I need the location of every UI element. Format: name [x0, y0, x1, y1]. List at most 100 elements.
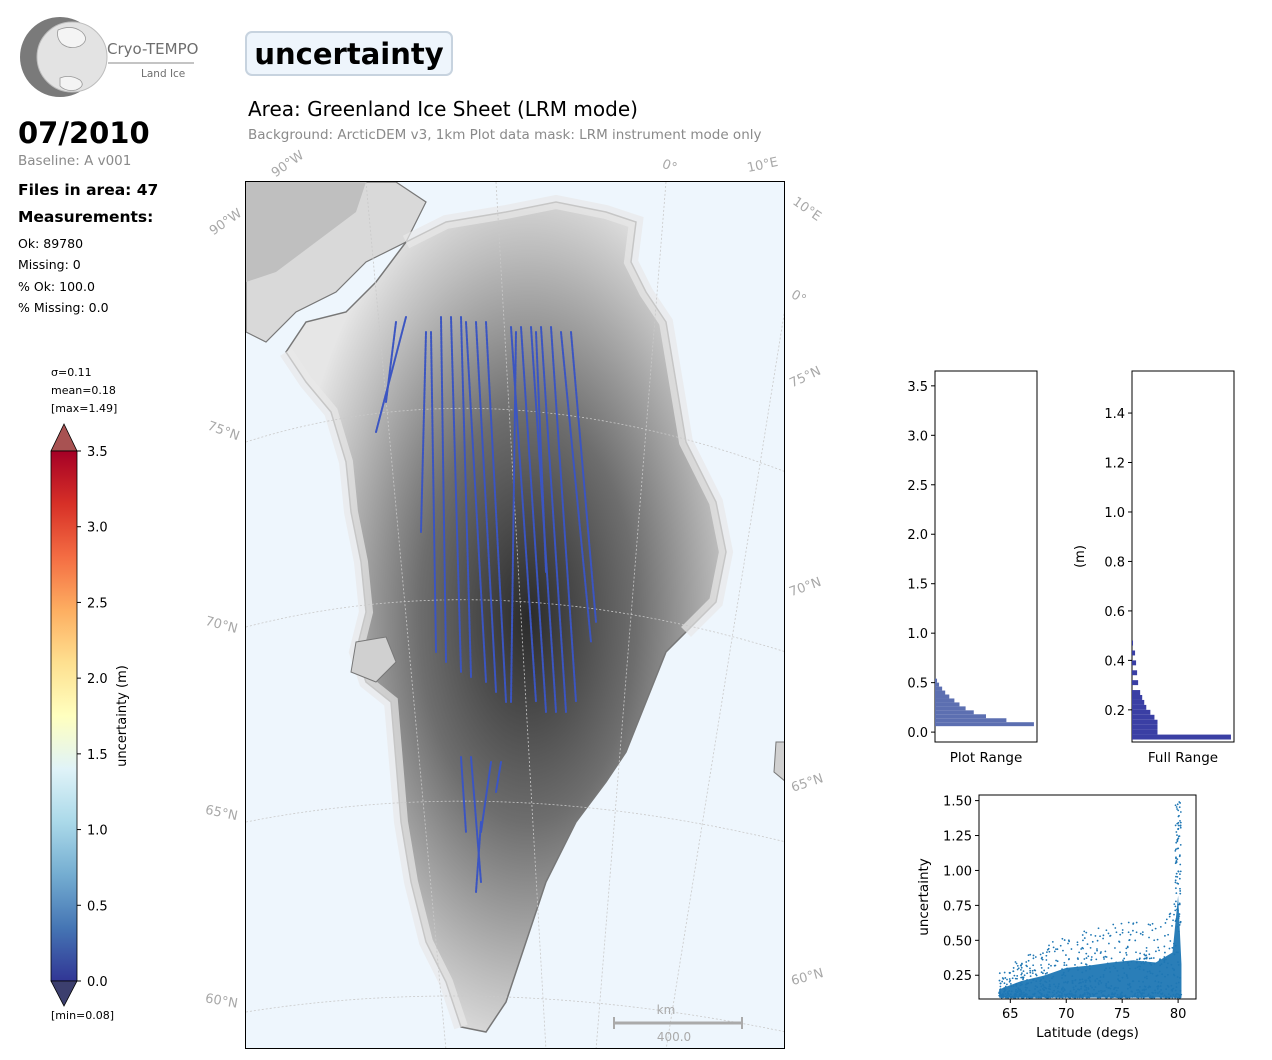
- scatter-point: [1133, 995, 1136, 997]
- scatter-point: [1014, 961, 1017, 963]
- scatter-point: [1149, 995, 1152, 998]
- scatter-point: [1174, 804, 1177, 807]
- scatter-point: [1148, 953, 1151, 956]
- colorbar-tick-label: 3.5: [87, 445, 108, 460]
- scatter-point: [1080, 987, 1082, 990]
- scatter-point: [1052, 994, 1054, 997]
- scatter-point: [1173, 903, 1176, 906]
- scatter-point: [1177, 824, 1180, 827]
- scatter-point: [1115, 961, 1118, 964]
- satellite-track: [430, 331, 437, 653]
- scatter-point: [1040, 985, 1043, 988]
- scatter-point: [1171, 925, 1173, 927]
- scatter-point: [1048, 983, 1051, 986]
- scatter-point: [1064, 974, 1067, 977]
- histogram-bar: [1132, 724, 1158, 730]
- scatter-point: [998, 994, 1001, 997]
- scatter-point: [1125, 973, 1128, 976]
- scatter-point: [1119, 993, 1122, 996]
- scatter-point: [1042, 952, 1044, 955]
- scatter-point: [1015, 995, 1018, 998]
- scatter-point: [1022, 978, 1024, 981]
- colorbar-ticks: 0.0 0.5 1.0 1.5 2.0 2.5 3.0 3.5: [77, 445, 108, 990]
- colorbar-sigma: σ=0.11: [51, 366, 92, 379]
- scatter-point: [1003, 982, 1006, 985]
- scatter-point: [1061, 974, 1063, 977]
- scatter-point: [1017, 990, 1019, 992]
- histogram-bar: [1132, 709, 1151, 715]
- scatter-point: [1178, 994, 1181, 997]
- scatter-point: [1141, 989, 1144, 992]
- satellite-track: [510, 331, 517, 703]
- scatter-point: [1175, 982, 1178, 985]
- scatter-point: [1105, 929, 1108, 932]
- scatter-point: [1060, 988, 1063, 991]
- scatter-point: [1170, 989, 1173, 992]
- scatter-point: [1176, 839, 1179, 842]
- scatter-point: [1023, 991, 1025, 994]
- satellite-track: [535, 331, 547, 573]
- scatter-point: [1041, 987, 1044, 990]
- scatter-point: [1110, 985, 1113, 987]
- histogram-bar: [1132, 734, 1231, 740]
- scatter-point: [1074, 964, 1076, 966]
- scatter-point: [1100, 981, 1103, 984]
- scatter-point: [1172, 987, 1175, 990]
- scatter-point: [1054, 985, 1057, 988]
- scatter-point: [1138, 990, 1141, 993]
- scatter-point: [1083, 937, 1086, 939]
- scatter-point: [1158, 970, 1161, 973]
- scatter-point: [1138, 958, 1141, 961]
- scatter-point: [1124, 994, 1127, 997]
- scatter-point: [1089, 976, 1092, 979]
- scatter-point: [1008, 971, 1011, 974]
- scatter-point: [1040, 971, 1043, 974]
- y-tick-label: 0.25: [943, 969, 972, 984]
- scatter-point: [1175, 872, 1178, 875]
- scatter-point: [1156, 987, 1159, 990]
- scatter-point: [1132, 923, 1135, 925]
- scatter-point: [1080, 981, 1082, 984]
- scatter-point: [1176, 875, 1179, 878]
- scatter-point: [1021, 963, 1023, 965]
- scatter-point: [1023, 974, 1026, 977]
- scatter-point: [1123, 972, 1126, 975]
- y-tick-label: 0.0: [907, 726, 928, 741]
- scatter-point: [1094, 935, 1097, 937]
- scatter-point: [1114, 927, 1117, 929]
- scatter-point: [1136, 989, 1138, 992]
- scatter-point: [1123, 957, 1126, 960]
- scatter-point: [1111, 992, 1114, 994]
- scatter-point: [1015, 991, 1018, 994]
- scatter-point: [1113, 993, 1116, 996]
- scatter-point: [1010, 990, 1013, 993]
- scatter-point: [1177, 917, 1180, 919]
- scatter-point: [1175, 806, 1178, 808]
- histogram-bar: [935, 698, 955, 703]
- scatter-point: [999, 982, 1002, 985]
- scatter-point: [1148, 936, 1150, 939]
- scale-bar: km 400.0: [613, 1003, 743, 1044]
- satellite-track: [375, 316, 407, 433]
- scatter-point: [1041, 994, 1043, 997]
- scatter-point: [1103, 958, 1105, 960]
- scatter-point: [1127, 964, 1130, 967]
- full-range-histogram: 0.2 0.4 0.6 0.8 1.0 1.2 1.4 Full Range (m): [1073, 370, 1235, 766]
- y-tick-label: 2.5: [907, 479, 928, 494]
- scatter-point: [1083, 958, 1086, 960]
- scatter-point: [1091, 940, 1094, 943]
- y-tick-label: 3.5: [907, 380, 928, 395]
- scatter-point: [1119, 996, 1122, 999]
- scatter-point: [1175, 892, 1178, 894]
- scatter-point: [1143, 985, 1146, 988]
- scatter-point: [1026, 972, 1029, 975]
- scatter-point: [1177, 809, 1180, 812]
- y-tick-label: 0.8: [1104, 555, 1125, 570]
- scatter-point: [1176, 882, 1179, 885]
- scatter-point: [1045, 959, 1048, 961]
- scatter-point: [1174, 848, 1177, 851]
- scatter-point: [1073, 994, 1076, 997]
- scatter-point: [1009, 993, 1012, 996]
- scatter-point: [1072, 986, 1075, 989]
- satellite-track: [520, 326, 547, 713]
